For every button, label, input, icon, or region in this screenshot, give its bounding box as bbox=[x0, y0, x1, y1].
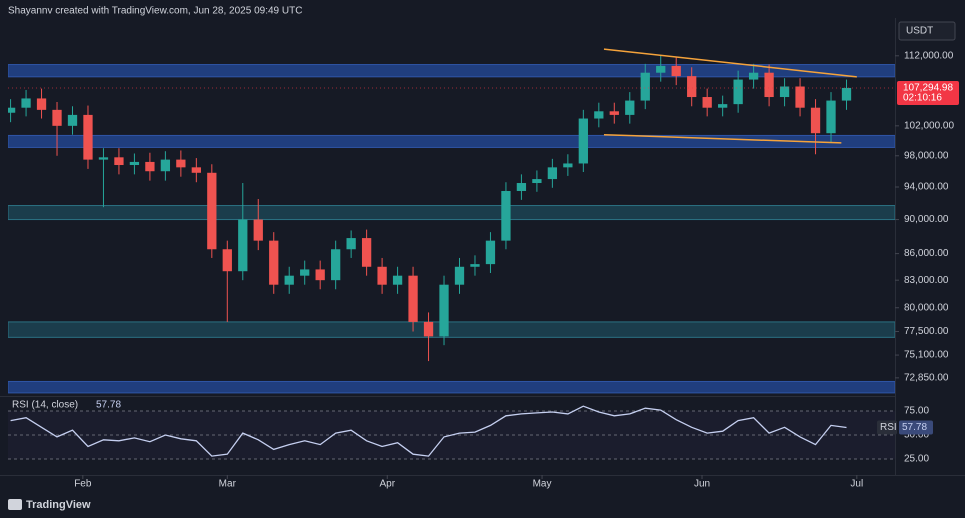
rsi-tag: RSI bbox=[880, 422, 897, 433]
y-tick-label: 77,500.00 bbox=[904, 326, 949, 337]
header: Shayannv created with TradingView.com, J… bbox=[8, 6, 302, 17]
candle-body bbox=[733, 79, 743, 105]
candle-body bbox=[470, 264, 480, 267]
candle-body bbox=[423, 321, 434, 337]
y-tick-label: 83,000.00 bbox=[904, 275, 949, 286]
zone bbox=[8, 134, 895, 148]
trendline bbox=[603, 133, 842, 144]
candle-body bbox=[625, 100, 635, 115]
zone bbox=[8, 380, 895, 394]
candle-body bbox=[841, 87, 852, 101]
candle-body bbox=[222, 249, 232, 272]
x-tick-label: Jun bbox=[694, 479, 710, 490]
x-tick-label: Jul bbox=[850, 479, 863, 490]
candle-body bbox=[253, 219, 263, 241]
rsi-tag-box bbox=[877, 420, 897, 435]
candle-body bbox=[578, 118, 588, 164]
candle-body bbox=[191, 167, 201, 173]
rsi-line bbox=[10, 405, 847, 457]
candle-body bbox=[485, 240, 496, 265]
candle-body bbox=[377, 266, 387, 285]
candle-body bbox=[795, 86, 805, 108]
candle-body bbox=[21, 98, 31, 108]
candle-body bbox=[8, 107, 16, 113]
candle-body bbox=[656, 65, 666, 73]
price-pane bbox=[8, 55, 895, 394]
zone bbox=[8, 321, 895, 338]
rsi-tick-label: 75.00 bbox=[904, 406, 929, 417]
candle-body bbox=[687, 76, 697, 98]
rsi-last-box bbox=[899, 420, 933, 435]
candle-body bbox=[408, 275, 418, 322]
rsi-title: RSI (14, close) bbox=[12, 400, 78, 411]
candle-body bbox=[702, 97, 712, 108]
candle-body bbox=[331, 249, 341, 281]
candle-body bbox=[83, 114, 93, 160]
candle-body bbox=[454, 266, 465, 285]
rsi-tick-label: 25.00 bbox=[904, 454, 929, 465]
candle-body bbox=[300, 269, 310, 276]
candle-body bbox=[764, 72, 774, 98]
y-tick-label: 86,000.00 bbox=[904, 248, 949, 259]
last-price-box bbox=[897, 80, 959, 105]
logo bbox=[8, 499, 22, 510]
candle-body bbox=[810, 107, 821, 134]
candle-body bbox=[501, 190, 511, 241]
y-tick-label: 80,000.00 bbox=[904, 302, 949, 313]
candle-body bbox=[594, 111, 604, 119]
candle-body bbox=[563, 163, 573, 168]
candle-body bbox=[145, 161, 155, 172]
candle-body bbox=[98, 157, 109, 160]
candle-body bbox=[718, 104, 728, 108]
rsi-tick-label: 50.00 bbox=[904, 430, 929, 441]
countdown: 02:10:16 bbox=[903, 93, 942, 104]
x-tick-label: Apr bbox=[379, 479, 395, 490]
candle-body bbox=[547, 167, 558, 180]
candle-body bbox=[392, 275, 403, 285]
last-price-label: 107,294.98 bbox=[903, 83, 953, 94]
candle-body bbox=[532, 179, 542, 184]
x-tick-label: May bbox=[533, 479, 552, 490]
y-tick-label: 90,000.00 bbox=[904, 214, 949, 225]
candle-body bbox=[114, 157, 124, 166]
candle-body bbox=[176, 159, 186, 168]
candle-body bbox=[52, 109, 62, 126]
candle-body bbox=[284, 275, 294, 285]
candle-body bbox=[67, 114, 78, 126]
zone bbox=[8, 205, 895, 221]
x-tick-label: Mar bbox=[219, 479, 237, 490]
candle-body bbox=[315, 269, 325, 281]
rsi-last-label: 57.78 bbox=[902, 422, 927, 433]
candle-body bbox=[748, 72, 759, 80]
y-tick-label: 102,000.00 bbox=[904, 120, 954, 131]
candle-body bbox=[671, 65, 681, 77]
candle-body bbox=[346, 238, 356, 250]
rsi-value: 57.78 bbox=[96, 400, 121, 411]
candle-body bbox=[36, 98, 47, 110]
y-tick-label: 112,000.00 bbox=[904, 50, 954, 61]
candle-body bbox=[361, 238, 372, 267]
x-tick-label: Feb bbox=[74, 479, 92, 490]
currency-box bbox=[898, 21, 956, 41]
y-tick-label: 72,850.00 bbox=[904, 372, 949, 383]
candle-body bbox=[238, 219, 248, 272]
y-tick-label: 94,000.00 bbox=[904, 182, 949, 193]
candle-body bbox=[609, 111, 619, 115]
footer-brand: TradingView bbox=[26, 499, 91, 511]
trendline bbox=[603, 48, 857, 78]
candle-body bbox=[516, 183, 527, 191]
currency: USDT bbox=[906, 26, 933, 37]
candle-body bbox=[207, 172, 217, 250]
candle-body bbox=[129, 161, 140, 166]
candle-body bbox=[160, 159, 171, 172]
y-tick-label: 75,100.00 bbox=[904, 350, 949, 361]
candle-body bbox=[779, 86, 790, 98]
candle-body bbox=[269, 240, 279, 285]
y-tick-label: 98,000.00 bbox=[904, 150, 949, 161]
candle-body bbox=[826, 100, 836, 134]
candle-body bbox=[640, 72, 650, 101]
candle-body bbox=[439, 284, 449, 337]
